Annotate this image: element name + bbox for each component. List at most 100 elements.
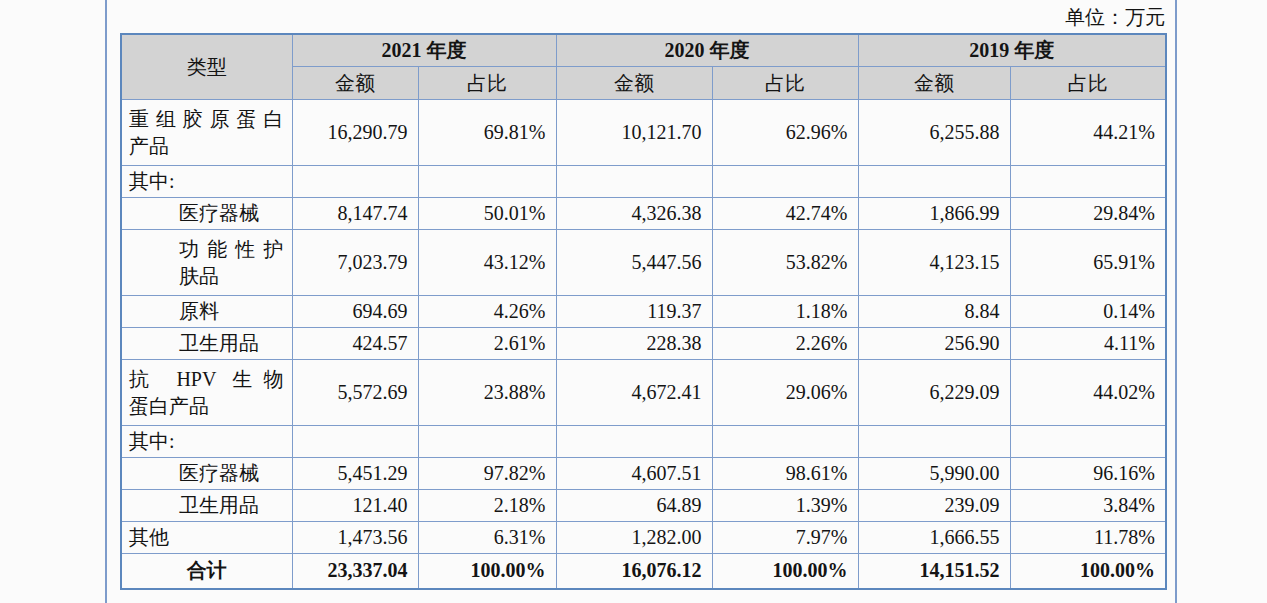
amount-cell: 1,473.56 [292,522,418,554]
page-left-rule [105,0,107,603]
row-label-cell: 功能性护肤品 [121,230,292,296]
row-label-cell: 医疗器械 [121,458,292,490]
ratio-cell: 65.91% [1010,230,1166,296]
ratio-cell [712,166,858,198]
ratio-cell: 53.82% [712,230,858,296]
amount-cell: 8,147.74 [292,198,418,230]
amount-cell: 10,121.70 [556,100,712,166]
amount-cell: 4,123.15 [858,230,1010,296]
row-label-cell: 其中: [121,426,292,458]
amount-cell [556,426,712,458]
amount-cell: 239.09 [858,490,1010,522]
ratio-cell: 42.74% [712,198,858,230]
page-right-rule [1175,0,1177,603]
ratio-cell: 100.00% [1010,554,1166,589]
column-header-amount-2019: 金额 [858,67,1010,100]
amount-cell: 4,326.38 [556,198,712,230]
row-label-line: 合计 [122,557,292,584]
table-row: 功能性护肤品7,023.7943.12%5,447.5653.82%4,123.… [121,230,1166,296]
table-row: 其中: [121,426,1166,458]
row-label-cell: 医疗器械 [121,198,292,230]
column-header-amount-2021: 金额 [292,67,418,100]
table-body: 重组胶原蛋白产品16,290.7969.81%10,121.7062.96%6,… [121,100,1166,589]
ratio-cell: 98.61% [712,458,858,490]
ratio-cell: 4.26% [418,296,556,328]
ratio-cell: 69.81% [418,100,556,166]
amount-cell: 4,607.51 [556,458,712,490]
ratio-cell: 2.26% [712,328,858,360]
amount-cell: 16,290.79 [292,100,418,166]
ratio-cell [1010,166,1166,198]
ratio-cell: 44.02% [1010,360,1166,426]
ratio-cell: 97.82% [418,458,556,490]
ratio-cell: 7.97% [712,522,858,554]
table-row: 其中: [121,166,1166,198]
ratio-cell: 2.61% [418,328,556,360]
row-label-cell: 原料 [121,296,292,328]
amount-cell: 6,255.88 [858,100,1010,166]
amount-cell: 1,282.00 [556,522,712,554]
table-row: 医疗器械8,147.7450.01%4,326.3842.74%1,866.99… [121,198,1166,230]
amount-cell: 694.69 [292,296,418,328]
amount-cell: 1,666.55 [858,522,1010,554]
column-header-year-2019: 2019 年度 [858,34,1166,67]
ratio-cell: 1.39% [712,490,858,522]
amount-cell: 4,672.41 [556,360,712,426]
row-label-line: 肤品 [179,263,284,290]
row-label-line: 卫生用品 [179,492,284,519]
row-label-line: 医疗器械 [179,460,284,487]
row-label-line: 其中: [129,428,284,455]
amount-cell [858,426,1010,458]
ratio-cell: 29.84% [1010,198,1166,230]
row-label-line: 蛋白产品 [129,393,284,420]
amount-cell: 16,076.12 [556,554,712,589]
row-label-cell: 抗 HPV 生物蛋白产品 [121,360,292,426]
row-label-cell: 合计 [121,554,292,589]
table-row: 原料694.694.26%119.371.18%8.840.14% [121,296,1166,328]
table-row: 卫生用品121.402.18%64.891.39%239.093.84% [121,490,1166,522]
ratio-cell: 62.96% [712,100,858,166]
column-header-amount-2020: 金额 [556,67,712,100]
amount-cell: 7,023.79 [292,230,418,296]
table-row-total: 合计23,337.04100.00%16,076.12100.00%14,151… [121,554,1166,589]
table-row: 卫生用品424.572.61%228.382.26%256.904.11% [121,328,1166,360]
ratio-cell: 100.00% [418,554,556,589]
column-header-year-2021: 2021 年度 [292,34,556,67]
ratio-cell: 0.14% [1010,296,1166,328]
amount-cell: 14,151.52 [858,554,1010,589]
ratio-cell [418,426,556,458]
ratio-cell [712,426,858,458]
table-row: 重组胶原蛋白产品16,290.7969.81%10,121.7062.96%6,… [121,100,1166,166]
row-label-line: 抗 HPV 生物 [129,366,284,393]
row-label-line: 产品 [129,133,284,160]
header-row-years: 类型 2021 年度 2020 年度 2019 年度 [121,34,1166,67]
amount-cell [292,166,418,198]
amount-cell: 228.38 [556,328,712,360]
column-header-type: 类型 [121,34,292,100]
document-page: 单位：万元 类型 2021 年度 2020 年度 2019 年度 金额 占比 金… [0,0,1267,603]
ratio-cell [418,166,556,198]
table-row: 医疗器械5,451.2997.82%4,607.5198.61%5,990.00… [121,458,1166,490]
row-label-line: 其中: [129,168,284,195]
ratio-cell [1010,426,1166,458]
row-label-cell: 其他 [121,522,292,554]
ratio-cell: 43.12% [418,230,556,296]
row-label-cell: 卫生用品 [121,328,292,360]
amount-cell: 6,229.09 [858,360,1010,426]
amount-cell [292,426,418,458]
amount-cell: 119.37 [556,296,712,328]
amount-cell: 64.89 [556,490,712,522]
ratio-cell: 100.00% [712,554,858,589]
row-label-line: 医疗器械 [179,200,284,227]
amount-cell: 1,866.99 [858,198,1010,230]
ratio-cell: 11.78% [1010,522,1166,554]
amount-cell: 424.57 [292,328,418,360]
ratio-cell: 3.84% [1010,490,1166,522]
revenue-breakdown-table: 类型 2021 年度 2020 年度 2019 年度 金额 占比 金额 占比 金… [120,33,1167,590]
amount-cell: 5,572.69 [292,360,418,426]
ratio-cell: 96.16% [1010,458,1166,490]
row-label-cell: 重组胶原蛋白产品 [121,100,292,166]
amount-cell: 23,337.04 [292,554,418,589]
amount-cell: 8.84 [858,296,1010,328]
column-header-ratio-2019: 占比 [1010,67,1166,100]
